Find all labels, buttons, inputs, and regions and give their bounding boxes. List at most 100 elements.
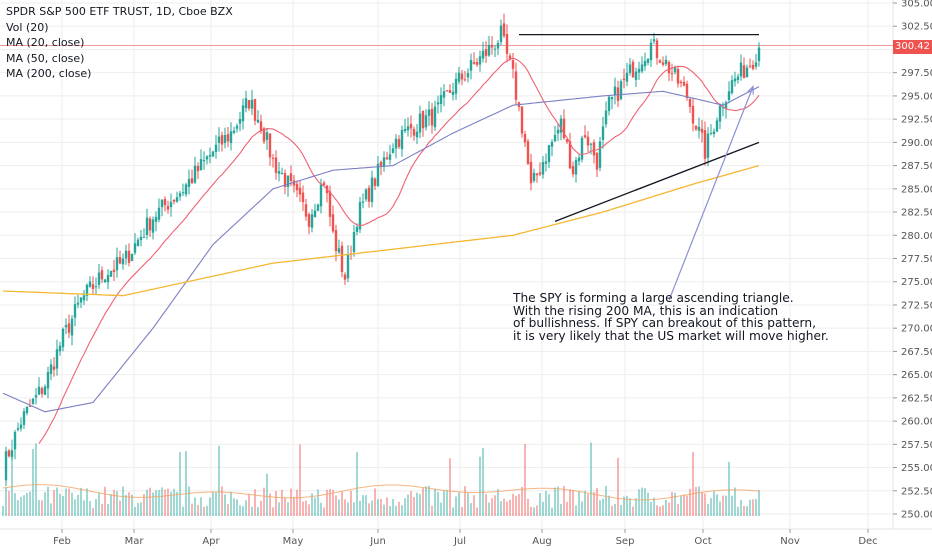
volume-bar [308, 504, 310, 516]
candle-body [658, 60, 662, 63]
volume-bar [2, 505, 4, 516]
candle-body [187, 179, 191, 187]
y-tick-label: 270.00 [901, 324, 932, 335]
y-tick-label: 305.00 [901, 0, 932, 10]
volume-bar [449, 458, 451, 516]
legend-ma50[interactable]: MA (50, close) [6, 51, 85, 65]
volume-bar [725, 495, 727, 516]
candle-body [661, 62, 665, 65]
candle-body [304, 204, 308, 217]
candle-body [259, 121, 263, 131]
candle-body [721, 107, 725, 109]
volume-bar [629, 498, 631, 516]
volume-bar [350, 490, 352, 516]
candle-body [589, 143, 593, 145]
candle-body [358, 202, 362, 230]
volume-bar [635, 498, 637, 516]
candle-body [427, 109, 431, 116]
candle-body [502, 23, 506, 36]
candle-body [256, 119, 260, 123]
candle-body [523, 133, 527, 143]
candle-body [712, 131, 716, 135]
volume-bar [467, 492, 469, 516]
volume-bar [215, 492, 217, 516]
volume-bar [434, 488, 436, 516]
last-price-label: 300.42 [893, 40, 932, 54]
x-tick-label: Jun [369, 536, 386, 547]
x-tick-label: Apr [202, 536, 220, 547]
volume-bar [203, 506, 205, 516]
candle-body [292, 180, 296, 186]
volume-bar [68, 488, 70, 516]
volume-bar [431, 505, 433, 516]
volume-bar [62, 495, 64, 516]
volume-bar [551, 507, 553, 516]
volume-bar [212, 491, 214, 516]
volume-bar [242, 506, 244, 516]
candle-body [526, 141, 530, 165]
volume-bar [455, 496, 457, 516]
x-tick-label: Oct [694, 536, 711, 547]
legend-ma20[interactable]: MA (20, close) [6, 36, 85, 49]
volume-bar [659, 506, 661, 516]
legend-ma200[interactable]: MA (200, close) [6, 67, 92, 80]
candle-body [331, 214, 335, 232]
volume-bar [554, 487, 556, 516]
volume-bar [485, 494, 487, 516]
volume-bar [80, 487, 82, 516]
volume-bar [143, 494, 145, 516]
candle-body [274, 157, 278, 173]
y-tick-label: 257.50 [901, 440, 932, 451]
volume-bar [638, 489, 640, 516]
candle-body [490, 44, 494, 48]
candle-body [700, 128, 704, 133]
x-tick-label: Mar [125, 536, 145, 547]
x-tick-label: Aug [532, 536, 552, 547]
candle-body [577, 157, 581, 162]
volume-bar [614, 503, 616, 516]
candle-body [40, 388, 44, 394]
candle-body [556, 129, 560, 134]
candle-body [370, 177, 374, 203]
volume-bar [125, 494, 127, 516]
volume-bar [695, 487, 697, 516]
volume-bar [716, 494, 718, 516]
volume-bar [188, 486, 190, 516]
candle-body [97, 272, 101, 285]
legend-symbol[interactable]: SPDR S&P 500 ETF TRUST, 1D, Cboe BZX [6, 5, 233, 18]
volume-bar [596, 488, 598, 516]
candle-body [346, 253, 350, 279]
volume-bar [389, 505, 391, 516]
volume-bar [641, 487, 643, 516]
volume-bar [254, 489, 256, 516]
volume-bar [581, 501, 583, 516]
y-tick-label: 285.00 [901, 184, 932, 195]
candle-body [289, 173, 293, 181]
legend-volume[interactable]: Vol (20) [6, 20, 49, 34]
candle-body [82, 295, 86, 301]
candle-body [685, 83, 689, 99]
candle-body [592, 142, 596, 156]
candle-body [109, 270, 113, 277]
volume-bar [320, 502, 322, 516]
volume-bar [518, 494, 520, 516]
candle-body [451, 91, 455, 95]
candle-body [154, 217, 158, 222]
chart-annotation[interactable]: The SPY is forming a large ascending tri… [513, 291, 829, 343]
volume-bar [317, 489, 319, 516]
x-tick-label: Jul [453, 536, 466, 547]
volume-bar [662, 505, 664, 516]
volume-bar [116, 491, 118, 516]
volume-bar [473, 495, 475, 516]
candle-body [421, 110, 425, 129]
candle-body [127, 250, 131, 263]
volume-bar [515, 495, 517, 516]
volume-bar [545, 490, 547, 516]
candle-body [391, 148, 395, 153]
candle-body [136, 239, 140, 247]
candle-body [574, 160, 578, 175]
candle-body [634, 71, 638, 80]
candle-body [568, 141, 572, 169]
